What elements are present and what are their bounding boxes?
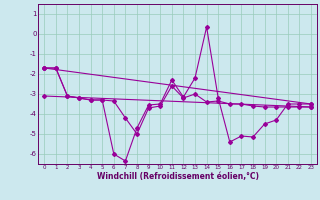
X-axis label: Windchill (Refroidissement éolien,°C): Windchill (Refroidissement éolien,°C) <box>97 172 259 181</box>
